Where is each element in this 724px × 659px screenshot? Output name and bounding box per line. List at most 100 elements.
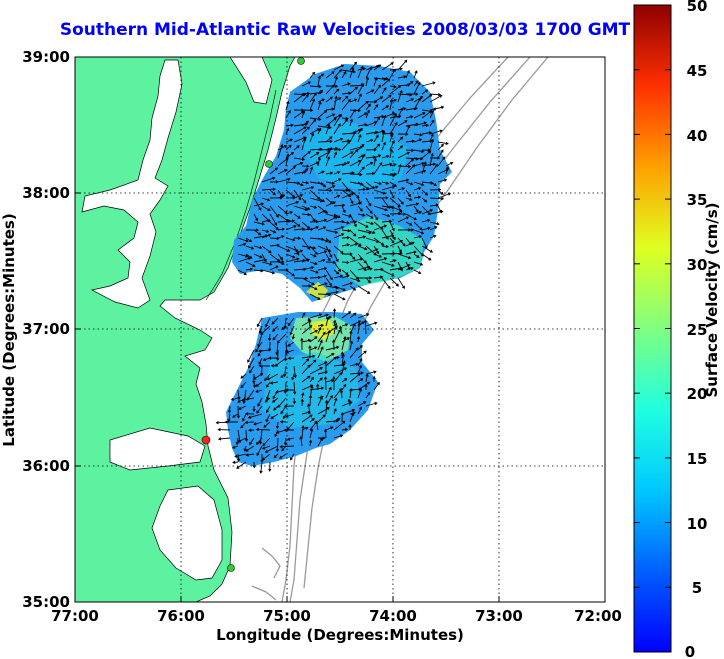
velocity-vector xyxy=(325,426,334,431)
velocity-vector xyxy=(317,181,327,188)
velocity-vector xyxy=(293,213,301,219)
velocity-vector xyxy=(381,197,390,209)
velocity-vector xyxy=(237,437,247,443)
velocity-vector xyxy=(309,71,316,79)
colorbar-tick-label: 20 xyxy=(687,385,708,403)
velocity-vector xyxy=(357,285,371,294)
velocity-vector xyxy=(232,460,239,465)
velocity-vector xyxy=(413,121,428,127)
velocity-vector xyxy=(381,162,393,167)
velocity-vector xyxy=(269,180,279,184)
velocity-vector xyxy=(397,216,410,223)
velocity-vector xyxy=(373,267,384,272)
velocity-vector xyxy=(341,98,351,111)
velocity-vector xyxy=(293,381,297,395)
velocity-vector xyxy=(373,143,381,151)
velocity-vector xyxy=(248,428,255,432)
velocity-vector xyxy=(397,75,407,79)
velocity-vector xyxy=(301,266,315,271)
velocity-vector xyxy=(413,133,423,137)
velocity-vector xyxy=(349,388,353,399)
velocity-vector xyxy=(282,413,287,420)
velocity-vector xyxy=(325,201,337,207)
velocity-vector xyxy=(356,335,361,343)
velocity-vector xyxy=(421,218,431,223)
velocity-vector xyxy=(413,157,424,161)
velocity-vector xyxy=(333,261,342,273)
velocity-vector xyxy=(237,237,249,243)
velocity-vector xyxy=(264,397,271,403)
velocity-vector xyxy=(373,245,380,255)
station-marker-outer-banks[interactable] xyxy=(227,564,235,572)
velocity-vector xyxy=(381,213,391,218)
velocity-vector xyxy=(285,165,296,175)
velocity-vector xyxy=(301,197,307,204)
velocity-vector xyxy=(258,357,263,365)
velocity-vector xyxy=(317,205,328,214)
velocity-vector xyxy=(397,197,404,205)
velocity-vector xyxy=(325,71,335,79)
velocity-vector xyxy=(309,417,315,423)
velocity-vector xyxy=(333,203,346,207)
velocity-vector xyxy=(429,152,434,167)
velocity-vector xyxy=(293,249,304,255)
station-marker-south-red[interactable] xyxy=(201,435,211,445)
velocity-vector xyxy=(309,166,314,175)
x-axis: 77:00 76:00 75:00 74:00 73:00 72:00 Long… xyxy=(51,596,622,644)
velocity-vector xyxy=(405,228,415,232)
station-marker-central[interactable] xyxy=(265,160,273,168)
velocity-vector xyxy=(317,101,322,111)
velocity-vector xyxy=(248,357,255,369)
velocity-vector xyxy=(227,413,231,423)
velocity-vector xyxy=(421,94,433,103)
velocity-vector xyxy=(373,237,385,246)
velocity-vector xyxy=(363,319,367,335)
velocity-vector xyxy=(381,181,390,185)
velocity-vector xyxy=(317,396,323,407)
velocity-vector xyxy=(309,213,316,222)
velocity-vector xyxy=(309,225,320,231)
velocity-vector xyxy=(357,112,368,119)
velocity-vector xyxy=(333,372,343,383)
velocity-vector xyxy=(341,243,351,247)
velocity-vector xyxy=(253,421,263,426)
velocity-vector xyxy=(413,253,420,259)
velocity-vector xyxy=(264,317,271,328)
velocity-vector xyxy=(397,89,403,103)
velocity-vector xyxy=(349,66,355,79)
velocity-patch-north-slow xyxy=(300,120,410,190)
velocity-vector xyxy=(373,154,382,159)
velocity-vector xyxy=(341,323,349,327)
velocity-vector xyxy=(413,70,418,79)
velocity-vector xyxy=(227,405,232,414)
velocity-vector xyxy=(341,408,356,415)
velocity-vector xyxy=(437,178,448,183)
velocity-vector xyxy=(247,349,255,363)
velocity-vector xyxy=(317,258,326,263)
velocity-vector xyxy=(245,412,255,416)
velocity-vector xyxy=(285,269,295,277)
velocity-vector xyxy=(277,253,284,261)
x-axis-label: Longitude (Degrees:Minutes) xyxy=(216,626,464,644)
velocity-vector xyxy=(381,114,387,127)
velocity-vector xyxy=(255,341,263,353)
velocity-vector xyxy=(301,150,311,159)
velocity-vector xyxy=(332,339,336,351)
velocity-vector xyxy=(373,64,382,71)
velocity-vector xyxy=(280,405,287,415)
station-marker-north[interactable] xyxy=(297,57,305,65)
velocity-vector xyxy=(301,94,309,103)
velocity-vector xyxy=(244,429,249,442)
velocity-vector xyxy=(429,129,443,135)
velocity-vector xyxy=(245,228,260,232)
velocity-vector xyxy=(309,386,325,391)
velocity-vector xyxy=(333,434,344,439)
velocity-vector xyxy=(357,127,363,135)
velocity-vector xyxy=(253,253,263,259)
velocity-vector xyxy=(397,212,407,216)
velocity-vector xyxy=(269,381,279,385)
velocity-vector xyxy=(413,97,421,111)
velocity-vector xyxy=(421,150,432,159)
velocity-vector xyxy=(397,253,412,260)
